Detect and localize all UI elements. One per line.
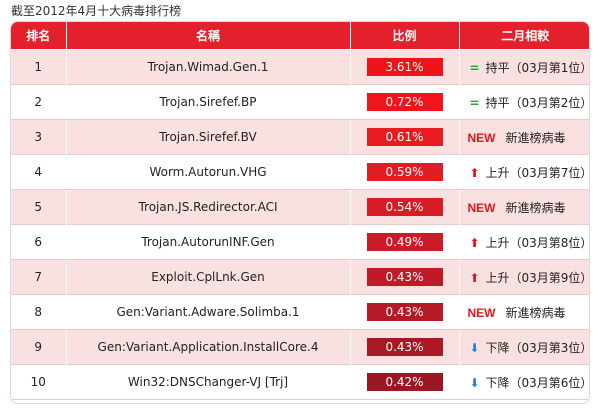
column-header-name: 名稱 <box>66 22 351 50</box>
change-text: 上升（03月第8位） <box>485 235 590 250</box>
virus-name-cell: Worm.Autorun.VHG <box>66 154 351 190</box>
page-title: 截至2012年4月十大病毒排行榜 <box>11 4 182 18</box>
arrow-down-icon: ⬇ <box>469 375 480 390</box>
rank-cell: 7 <box>11 259 67 295</box>
table-row: 4 Worm.Autorun.VHG 0.59% ⬆ 上升（03月第7位） <box>11 154 590 190</box>
new-badge: NEW <box>467 130 496 145</box>
table-row: 2 Trojan.Sirefef.BP 0.72% = 持平（03月第2位） <box>11 84 590 120</box>
table-header-row: 排名 名稱 比例 二月相較 <box>11 22 589 50</box>
virus-name-cell: Trojan.Wimad.Gen.1 <box>66 49 351 85</box>
virus-name-cell: Gen:Variant.Application.InstallCore.4 <box>66 329 351 365</box>
rank-cell: 6 <box>11 224 67 260</box>
ratio-bar: 0.54% <box>366 198 443 216</box>
arrow-up-icon: ⬆ <box>469 235 480 250</box>
table-row: 8 Gen:Variant.Adware.Solimba.1 0.43% NEW 新進榜… <box>11 294 589 330</box>
rank-cell: 9 <box>11 329 67 365</box>
arrow-up-icon: ⬆ <box>469 270 480 285</box>
table-row: 10 Win32:DNSChanger-VJ [Trj] 0.42% ⬇ 下降（03月第… <box>11 364 590 400</box>
virus-name-cell: Trojan.AutorunINF.Gen <box>66 224 351 260</box>
ratio-cell: 3.61% <box>350 49 460 85</box>
arrow-up-icon: ⬆ <box>469 165 480 180</box>
virus-name-cell: Trojan.Sirefef.BV <box>66 119 351 155</box>
ratio-bar: 3.61% <box>366 58 443 76</box>
ratio-cell: 0.54% <box>350 189 460 225</box>
change-text: 上升（03月第7位） <box>485 165 590 180</box>
ratio-cell: 0.49% <box>350 224 460 260</box>
arrow-down-icon: ⬇ <box>469 340 480 355</box>
ratio-bar: 0.42% <box>366 373 443 391</box>
table-row: 3 Trojan.Sirefef.BV 0.61% NEW 新進榜病毒 <box>11 119 589 155</box>
equal-icon: = <box>469 60 480 75</box>
change-cell: = 持平（03月第1位） <box>459 49 590 85</box>
change-text: 新進榜病毒 <box>505 200 566 215</box>
rank-cell: 4 <box>11 154 67 190</box>
ratio-bar: 0.59% <box>366 163 443 181</box>
change-text: 下降（03月第3位） <box>485 340 590 355</box>
virus-name-cell: Gen:Variant.Adware.Solimba.1 <box>66 294 351 330</box>
table-row: 1 Trojan.Wimad.Gen.1 3.61% = 持平（03月第1位） <box>11 49 590 85</box>
change-cell: NEW 新進榜病毒 <box>459 119 589 155</box>
ratio-cell: 0.42% <box>350 364 460 400</box>
column-header-ratio: 比例 <box>350 22 460 50</box>
change-cell: ⬆ 上升（03月第8位） <box>459 224 590 260</box>
virus-name-cell: Trojan.JS.Redirector.ACI <box>66 189 351 225</box>
virus-name-cell: Exploit.CplLnk.Gen <box>66 259 351 295</box>
ratio-bar: 0.43% <box>366 303 443 321</box>
rank-cell: 2 <box>11 84 67 120</box>
ratio-cell: 0.59% <box>350 154 460 190</box>
virus-ranking-table: 排名 名稱 比例 二月相較 1 Trojan.Wimad.Gen.1 3.61% = 持… <box>10 21 590 404</box>
table-row: 7 Exploit.CplLnk.Gen 0.43% ⬆ 上升（03月第9位） <box>11 259 590 295</box>
change-cell: NEW 新進榜病毒 <box>459 189 589 225</box>
rank-cell: 5 <box>11 189 67 225</box>
ratio-bar: 0.43% <box>366 338 443 356</box>
ratio-bar: 0.72% <box>366 93 443 111</box>
rank-cell: 1 <box>11 49 67 85</box>
virus-name-cell: Win32:DNSChanger-VJ [Trj] <box>66 364 351 400</box>
ratio-cell: 0.43% <box>350 259 460 295</box>
ratio-bar: 0.43% <box>366 268 443 286</box>
new-badge: NEW <box>467 305 496 320</box>
change-cell: ⬇ 下降（03月第3位） <box>459 329 590 365</box>
change-text: 下降（03月第6位） <box>485 375 590 390</box>
ratio-cell: 0.43% <box>350 329 460 365</box>
column-header-change: 二月相較 <box>459 22 589 50</box>
rank-cell: 8 <box>11 294 67 330</box>
change-text: 新進榜病毒 <box>505 130 566 145</box>
change-cell: ⬇ 下降（03月第6位） <box>459 364 590 400</box>
equal-icon: = <box>469 95 480 110</box>
change-cell: NEW 新進榜病毒 <box>459 294 589 330</box>
rank-cell: 3 <box>11 119 67 155</box>
rank-cell: 10 <box>11 364 67 400</box>
table-row: 6 Trojan.AutorunINF.Gen 0.49% ⬆ 上升（03月第8位） <box>11 224 590 260</box>
ratio-cell: 0.72% <box>350 84 460 120</box>
change-cell: ⬆ 上升（03月第7位） <box>459 154 590 190</box>
change-text: 新進榜病毒 <box>505 305 566 320</box>
change-cell: ⬆ 上升（03月第9位） <box>459 259 590 295</box>
ratio-bar: 0.61% <box>366 128 443 146</box>
ratio-bar: 0.49% <box>366 233 443 251</box>
ratio-cell: 0.61% <box>350 119 460 155</box>
ratio-cell: 0.43% <box>350 294 460 330</box>
column-header-rank: 排名 <box>11 22 67 50</box>
change-text: 持平（03月第2位） <box>485 95 590 110</box>
new-badge: NEW <box>467 200 496 215</box>
change-cell: = 持平（03月第2位） <box>459 84 590 120</box>
virus-name-cell: Trojan.Sirefef.BP <box>66 84 351 120</box>
table-row: 9 Gen:Variant.Application.InstallCore.4 0.… <box>11 329 590 365</box>
change-text: 上升（03月第9位） <box>485 270 590 285</box>
change-text: 持平（03月第1位） <box>485 60 590 75</box>
table-row: 5 Trojan.JS.Redirector.ACI 0.54% NEW 新進榜病毒 <box>11 189 589 225</box>
